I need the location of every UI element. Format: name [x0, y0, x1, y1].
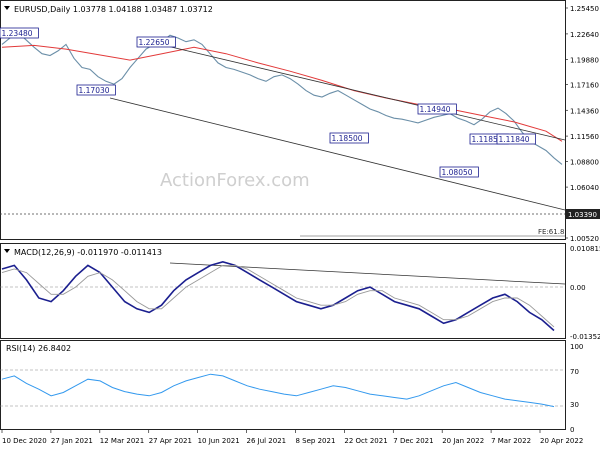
rsi-y-tick-label: 100	[570, 343, 583, 351]
rsi-series-line	[1, 373, 555, 408]
x-axis-tick-label: 22 Oct 2021	[344, 437, 387, 445]
price-y-tick-label: 1.14360	[570, 107, 599, 115]
x-axis-tick-label: 20 Apr 2022	[540, 437, 583, 445]
price-series-moving-average	[1, 44, 563, 142]
price-y-tick-label: 1.00520	[570, 235, 599, 243]
price-y-tick-label: 1.08800	[570, 159, 599, 167]
price-y-tick-label: 1.19880	[570, 56, 599, 64]
x-axis-tick-label: 8 Sep 2021	[296, 437, 336, 445]
price-annotation-box	[439, 166, 479, 178]
price-series-price	[1, 31, 563, 165]
price-annotation-label: 1.14940	[420, 105, 451, 114]
macd-y-tick-label: -0.01352	[570, 333, 600, 341]
x-axis-tick-label: 27 Apr 2021	[149, 437, 192, 445]
price-annotation-box	[496, 133, 536, 145]
macd-series-macd	[1, 260, 555, 332]
macd-y-tick-label: 0.010815	[570, 245, 600, 253]
macd-collapse-icon	[4, 249, 10, 253]
price-annotation-label: 1.11840	[499, 135, 530, 144]
svg-text:1.03390: 1.03390	[568, 211, 597, 219]
x-axis-tick-label: 26 Jul 2021	[247, 437, 287, 445]
price-annotation-box	[329, 132, 369, 144]
x-axis-tick-label: 20 Jan 2022	[442, 437, 484, 445]
rsi-y-tick-label: 0	[570, 426, 574, 434]
price-annotation-label: 1.18500	[332, 134, 363, 143]
x-axis-tick-label: 7 Mar 2022	[491, 437, 531, 445]
fib-label: FE:61.8	[538, 228, 564, 236]
price-annotation-box	[0, 27, 39, 39]
rsi-title: RSI(14) 26.8402	[6, 344, 71, 353]
price-y-tick-label: 1.17160	[570, 82, 599, 90]
price-annotation-box	[417, 103, 457, 115]
rsi-panel-frame	[0, 340, 566, 430]
price-annotation-label: 1.11850	[472, 135, 503, 144]
price-annotation-label: 1.17030	[79, 86, 110, 95]
rsi-y-tick-label: 30	[570, 401, 579, 409]
macd-title: MACD(12,26,9) -0.011970 -0.011413	[14, 248, 162, 257]
price-channel-lines	[109, 41, 566, 211]
rsi-y-tick-label: 70	[570, 368, 579, 376]
x-axis-tick-label: 12 Mar 2021	[100, 437, 144, 445]
price-annotation-box	[136, 36, 176, 48]
chart-title: EURUSD,Daily 1.03778 1.04188 1.03487 1.0…	[14, 5, 213, 14]
macd-y-tick-label: 0.00	[570, 284, 586, 292]
price-y-tick-label: 1.22640	[570, 31, 599, 39]
price-panel-frame	[0, 0, 566, 240]
x-axis-tick-label: 10 Jun 2021	[198, 437, 240, 445]
macd-series-signal	[1, 264, 555, 328]
price-annotation-box	[76, 84, 116, 96]
x-axis-tick-label: 27 Jan 2021	[51, 437, 93, 445]
price-annotation-label: 1.22650	[139, 38, 170, 47]
x-axis-tick-label: 10 Dec 2020	[2, 437, 47, 445]
x-axis-tick-label: 7 Dec 2021	[393, 437, 433, 445]
collapse-arrow-icon	[4, 6, 10, 10]
price-y-tick-label: 1.11560	[570, 133, 599, 141]
price-annotation-label: 1.23480	[2, 29, 33, 38]
watermark: ActionForex.com	[160, 170, 310, 191]
price-y-tick-label: 1.06040	[570, 184, 599, 192]
price-y-tick-label: 1.25450	[570, 5, 599, 13]
macd-panel-frame	[0, 243, 566, 339]
price-annotation-label: 1.08050	[442, 168, 473, 177]
current-price-box: 1.03390	[566, 209, 600, 219]
